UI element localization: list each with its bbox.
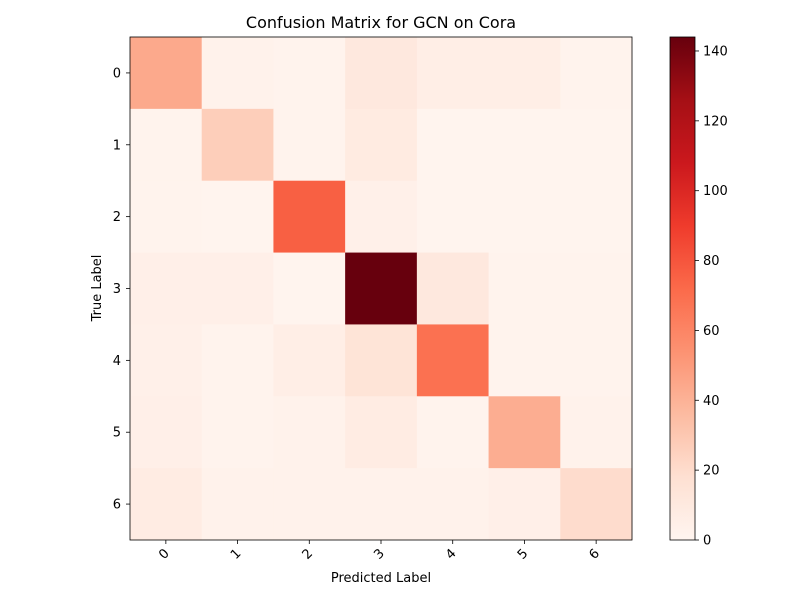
heatmap-cell-0-3: [345, 37, 418, 110]
heatmap-cell-5-2: [273, 396, 346, 469]
x-tick-label: 3: [371, 546, 387, 562]
chart-title: Confusion Matrix for GCN on Cora: [246, 13, 516, 32]
heatmap-cell-5-5: [488, 396, 561, 469]
heatmap-cell-5-0: [130, 396, 203, 469]
heatmap-cell-3-1: [201, 252, 274, 325]
heatmap-cell-2-5: [488, 180, 561, 253]
heatmap-cell-5-1: [201, 396, 274, 469]
heatmap-cell-3-4: [416, 252, 489, 325]
y-tick-label: 1: [113, 138, 121, 153]
heatmap-cell-2-3: [345, 180, 418, 253]
heatmap-cell-0-6: [560, 37, 633, 110]
y-tick-label: 2: [113, 210, 121, 225]
y-tick-label: 0: [113, 66, 121, 81]
heatmap-cell-1-4: [416, 108, 489, 182]
heatmap-cell-1-5: [488, 108, 561, 182]
heatmap-cell-4-1: [201, 324, 274, 397]
heatmap-cell-6-3: [345, 468, 418, 541]
heatmap-cell-4-5: [488, 324, 561, 397]
heatmap-cell-6-1: [201, 468, 274, 541]
x-tick-label: 0: [156, 546, 172, 562]
heatmap-cell-4-4: [416, 324, 489, 397]
heatmap-cell-3-6: [560, 252, 633, 325]
heatmap-cell-6-6: [560, 468, 633, 541]
heatmap-cell-6-0: [130, 468, 203, 541]
heatmap-cell-3-0: [130, 252, 203, 325]
x-axis-title: Predicted Label: [331, 571, 431, 586]
x-tick-label: 5: [515, 546, 531, 562]
y-axis-ticks: 0 1 2 3 4 5 6: [113, 66, 130, 513]
heatmap-cell-2-4: [416, 180, 489, 253]
y-tick-label: 6: [113, 498, 121, 513]
x-tick-label: 1: [228, 546, 244, 562]
x-tick-label: 6: [587, 546, 603, 562]
heatmap-cells: [130, 37, 633, 541]
heatmap-cell-6-5: [488, 468, 561, 541]
colorbar-tick-label: 120: [703, 114, 728, 129]
x-tick-label: 2: [300, 546, 316, 562]
heatmap-cell-5-6: [560, 396, 633, 469]
colorbar-tick-label: 0: [703, 534, 711, 549]
colorbar-tick-label: 80: [703, 254, 720, 269]
heatmap-cell-4-6: [560, 324, 633, 397]
heatmap-cell-2-6: [560, 180, 633, 253]
heatmap-cell-0-0: [130, 37, 203, 110]
colorbar-tick-label: 60: [703, 324, 720, 339]
heatmap-cell-3-5: [488, 252, 561, 325]
heatmap-cell-0-2: [273, 37, 346, 110]
heatmap-cell-4-3: [345, 324, 418, 397]
heatmap-cell-1-2: [273, 108, 346, 182]
colorbar-tick-label: 20: [703, 464, 720, 479]
y-tick-label: 5: [113, 426, 121, 441]
colorbar-tick-label: 40: [703, 394, 720, 409]
colorbar-tick-label: 100: [703, 184, 728, 199]
heatmap-cell-4-0: [130, 324, 203, 397]
heatmap-cell-1-6: [560, 108, 633, 182]
y-axis-title: True Label: [90, 255, 105, 323]
heatmap-cell-6-2: [273, 468, 346, 541]
heatmap-cell-3-3: [345, 252, 418, 325]
heatmap-cell-2-2: [273, 180, 346, 253]
colorbar-ticks: 0 20 40 60 80 100 120 140: [695, 44, 728, 549]
y-tick-label: 3: [113, 282, 121, 297]
heatmap-cell-4-2: [273, 324, 346, 397]
x-axis-ticks: 0 1 2 3 4 5 6: [156, 540, 603, 563]
heatmap-cell-6-4: [416, 468, 489, 541]
heatmap-cell-3-2: [273, 252, 346, 325]
heatmap-cell-0-1: [201, 37, 274, 110]
heatmap-cell-1-1: [201, 108, 274, 182]
heatmap-cell-2-1: [201, 180, 274, 253]
heatmap-cell-0-5: [488, 37, 561, 110]
y-tick-label: 4: [113, 354, 121, 369]
heatmap-cell-0-4: [416, 37, 489, 110]
heatmap-cell-2-0: [130, 180, 203, 253]
heatmap-cell-1-0: [130, 108, 203, 182]
heatmap-cell-5-4: [416, 396, 489, 469]
heatmap-cell-5-3: [345, 396, 418, 469]
x-tick-label: 4: [443, 546, 459, 562]
colorbar-tick-label: 140: [703, 44, 728, 59]
heatmap-cell-1-3: [345, 108, 418, 182]
colorbar: [669, 36, 696, 541]
